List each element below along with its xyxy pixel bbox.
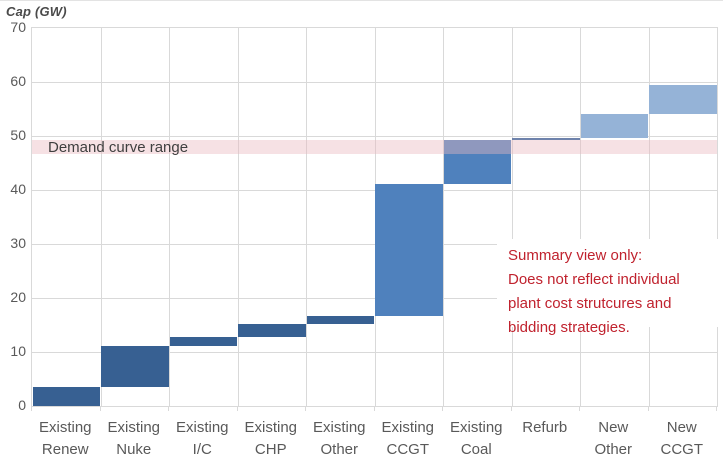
bar-new-other [580, 113, 648, 138]
x-label-existing-i-c: Existing I/C [175, 419, 229, 458]
gridline-vertical [443, 28, 444, 406]
x-axis-tick [510, 407, 512, 411]
y-tick-label: 70 [10, 19, 26, 35]
bar-existing-coal [443, 140, 511, 184]
bar-existing-chp [238, 324, 306, 338]
demand-band-label: Demand curve range [48, 138, 189, 156]
x-label-new-other: New Other [594, 419, 632, 458]
gridline-vertical [648, 28, 650, 406]
annotation-line: Does not reflect individual [508, 271, 680, 288]
x-axis-tick [373, 407, 375, 411]
bar-refurb [512, 137, 580, 141]
bar-existing-renew [32, 387, 100, 406]
x-axis-tick [305, 407, 306, 411]
annotation-line: plant cost strutcures and [508, 295, 672, 312]
annotation-line: bidding strategies. [508, 319, 630, 336]
gridline-vertical [100, 28, 102, 406]
bar-existing-nuke [101, 345, 169, 388]
y-tick-label: 50 [10, 127, 26, 143]
y-tick-label: 30 [10, 235, 26, 251]
x-axis-tick [99, 407, 101, 411]
x-axis-tick [716, 407, 717, 411]
y-tick-label: 60 [10, 73, 26, 89]
bar-existing-i-c [169, 337, 237, 346]
x-axis-tick [168, 407, 169, 411]
x-label-new-ccgt: New CCGT [660, 419, 704, 458]
y-tick-label: 20 [10, 289, 26, 305]
y-tick-label: 0 [18, 397, 26, 413]
y-tick-label: 10 [10, 343, 26, 359]
x-label-existing-ccgt: Existing CCGT [381, 419, 435, 458]
plot-area: Demand curve range Summary view only: Do… [31, 27, 721, 407]
gridline-vertical [580, 28, 581, 406]
x-label-existing-renew: Existing Renew [38, 419, 92, 458]
x-label-existing-chp: Existing CHP [244, 419, 298, 458]
gridline-vertical [306, 28, 307, 406]
y-axis-title: Cap (GW) [6, 4, 67, 19]
annotation-line: Summary view only: [508, 247, 643, 264]
x-axis-tick [31, 407, 32, 411]
annotation-box: Summary view only: Does not reflect indi… [497, 239, 721, 336]
x-label-existing-coal: Existing Coal [449, 419, 503, 458]
x-label-existing-other: Existing Other [312, 419, 366, 458]
x-label-refurb: Refurb [522, 419, 568, 436]
y-tick-label: 40 [10, 181, 26, 197]
x-axis-tick [579, 407, 580, 411]
bar-new-ccgt [649, 85, 717, 114]
x-axis-tick [442, 407, 443, 411]
bar-existing-ccgt [375, 183, 443, 316]
bar-existing-other [306, 315, 374, 325]
x-axis-tick [647, 407, 649, 411]
x-label-existing-nuke: Existing Nuke [107, 419, 161, 458]
gridline-vertical [511, 28, 513, 406]
demand-band: Demand curve range [32, 138, 717, 156]
x-axis-tick [236, 407, 238, 411]
gridline-vertical [237, 28, 239, 406]
gridline-vertical [169, 28, 170, 406]
